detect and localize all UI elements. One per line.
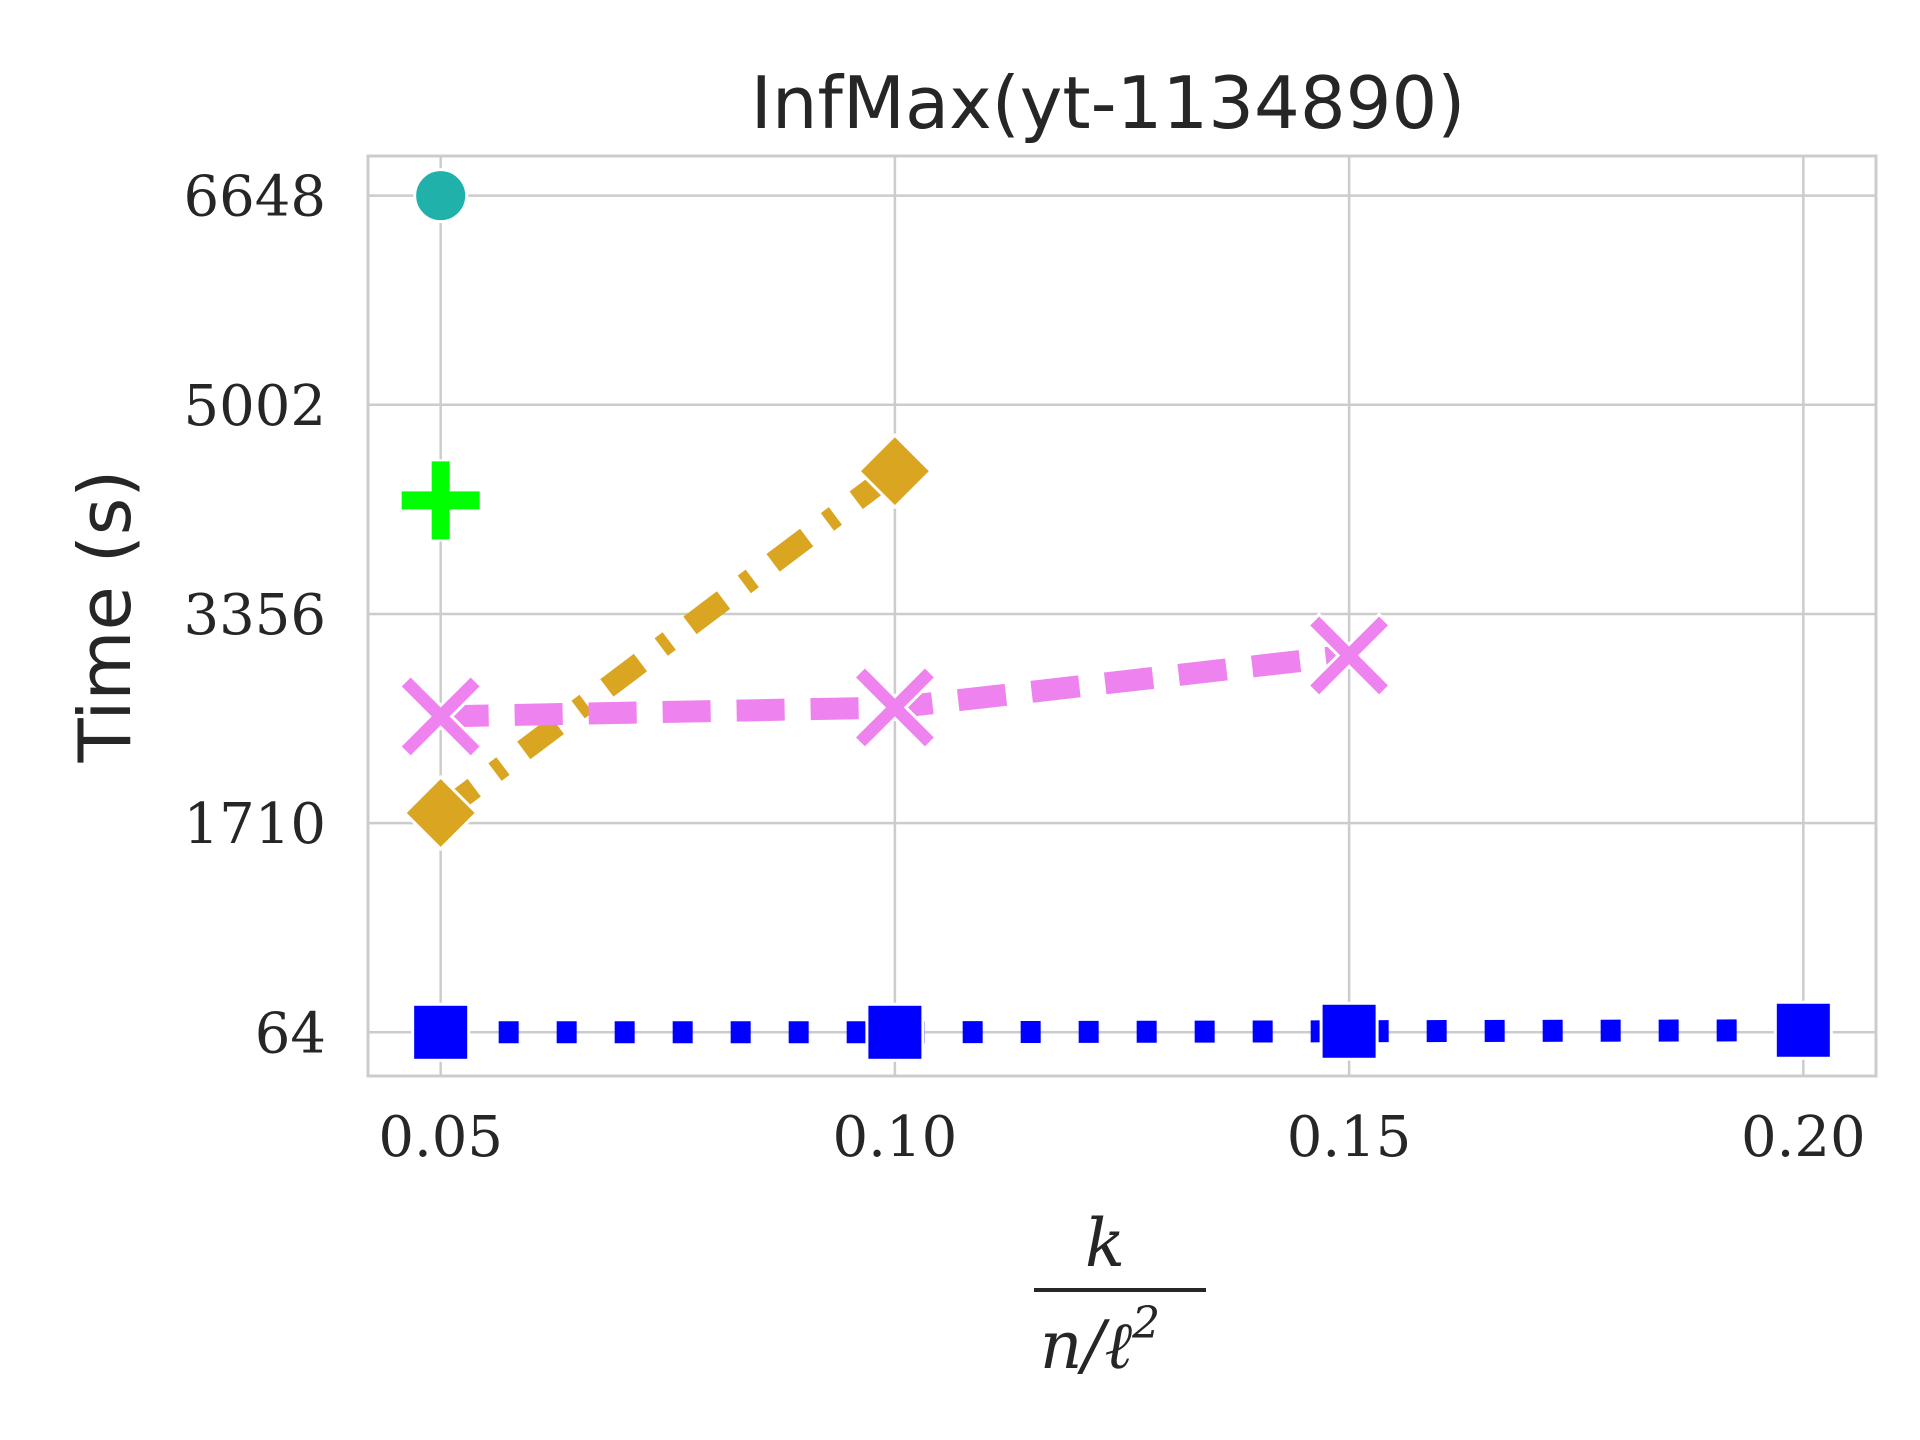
data-point-x [397, 673, 484, 760]
x-axis-label: k n/ℓ2 [1034, 1205, 1206, 1384]
series-4 [411, 1000, 1833, 1062]
y-axis-label: Time (s) [63, 470, 147, 764]
x-axis-label-denominator-exponent: 2 [1131, 1298, 1160, 1349]
x-tick-label: 0.10 [833, 1105, 958, 1170]
x-axis-label-numerator: k [1085, 1205, 1125, 1282]
series-line [434, 462, 902, 822]
data-point-x [851, 664, 939, 751]
x-axis-label-denominator: n/ℓ2 [1040, 1298, 1160, 1384]
data-point-circle [413, 168, 469, 224]
data-point-diamond [856, 433, 934, 510]
data-point-plus [399, 459, 482, 542]
data-point-square [865, 1002, 925, 1062]
x-tick-label: 0.05 [378, 1105, 503, 1170]
data-point-diamond [402, 774, 479, 852]
x-axis-label-denominator-base: n/ℓ [1040, 1307, 1133, 1384]
series-0 [413, 168, 469, 224]
tick-labels: 0.05 0.10 0.15 0.20 64 1710 3356 5002 6648 [183, 165, 1865, 1170]
y-tick-label: 3356 [183, 583, 326, 648]
y-tick-label: 6648 [183, 165, 326, 230]
x-tick-label: 0.20 [1741, 1105, 1866, 1170]
series-1 [399, 459, 482, 542]
grid [368, 156, 1876, 1076]
series-3 [397, 612, 1393, 760]
x-tick-label: 0.15 [1287, 1105, 1412, 1170]
series-layer [397, 168, 1833, 1062]
data-point-x [1305, 612, 1393, 699]
data-point-square [1319, 1001, 1379, 1061]
y-tick-label: 1710 [183, 792, 326, 857]
data-point-square [411, 1002, 471, 1062]
data-point-square [1773, 1000, 1833, 1060]
series-2 [402, 433, 934, 852]
y-tick-label: 64 [255, 1001, 326, 1066]
chart-title: InfMax(yt-1134890) [751, 61, 1466, 145]
y-tick-label: 5002 [183, 374, 326, 439]
plot-frame [366, 154, 1878, 1078]
